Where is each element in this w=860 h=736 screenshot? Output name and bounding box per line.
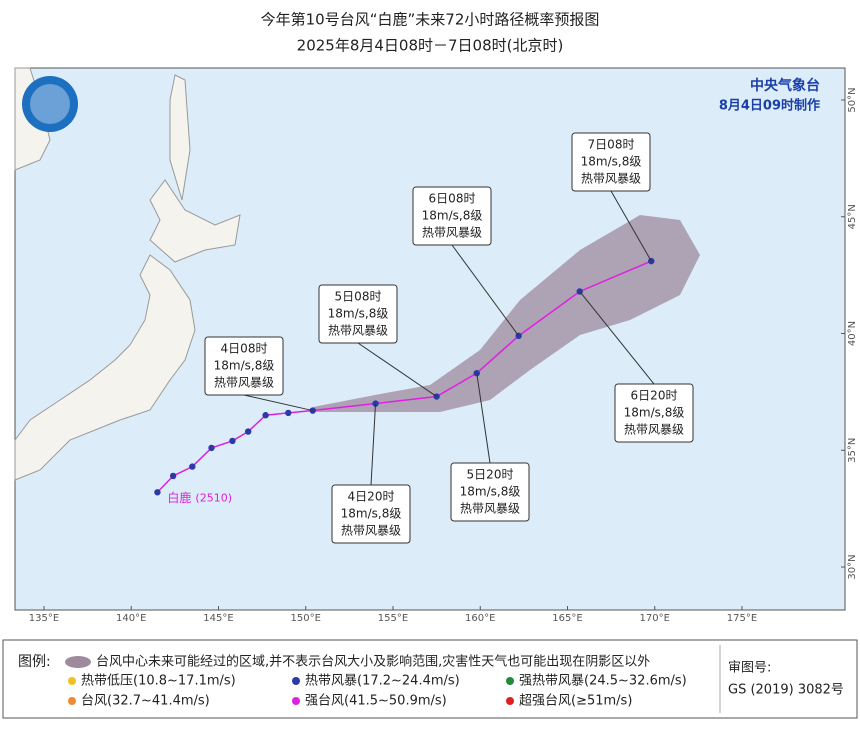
callout-grade: 热带风暴级 [328, 324, 388, 338]
callout-wind: 18m/s,8级 [422, 209, 483, 223]
legend-marker [506, 677, 514, 685]
callout-wind: 18m/s,8级 [214, 359, 275, 373]
track-point [229, 437, 236, 445]
callout-box [331, 484, 411, 544]
callout-line [357, 342, 437, 397]
lat-label: 45°N [847, 204, 858, 229]
callout-time: 6日08时 [429, 192, 476, 206]
track-point [208, 444, 215, 452]
legend-label: 强台风(41.5~50.9m/s) [305, 694, 447, 709]
callout-time: 4日08时 [221, 342, 268, 356]
callout-time: 5日20时 [467, 468, 514, 482]
callout-time: 7日08时 [588, 138, 635, 152]
legend-marker [68, 697, 76, 705]
lon-label: 145°E [203, 613, 233, 624]
approval-label: 审图号: [728, 661, 771, 676]
storm-code: (2510) [195, 491, 232, 504]
callout-grade: 热带风暴级 [624, 423, 684, 437]
legend-cone-text: 台风中心未来可能经过的区域,并不表示台风大小及影响范围,灾害性天气也可能出现在阴… [96, 654, 650, 670]
track-point [262, 412, 269, 419]
subtitle: 2025年8月4日08时－7日08时(北京时) [297, 37, 564, 55]
legend-label: 强热带风暴(24.5~32.6m/s) [519, 674, 687, 689]
legend-cone [65, 656, 91, 668]
approval-number: GS (2019) 3082号 [728, 683, 844, 698]
title: 今年第10号台风“白鹿”未来72小时路径概率预报图 [261, 11, 600, 29]
callout-grade: 热带风暴级 [460, 502, 520, 516]
callout-time: 5日08时 [335, 290, 382, 304]
track-point [189, 463, 196, 470]
legend-marker [292, 677, 300, 685]
land [169, 74, 191, 201]
callout-line [243, 394, 313, 412]
logo [22, 76, 78, 132]
lon-label: 140°E [116, 613, 146, 624]
map [14, 67, 700, 481]
callout-line [451, 244, 520, 337]
callout-box [412, 186, 492, 246]
issued: 8月4日09时制作 [719, 98, 820, 114]
agency: 中央气象台 [750, 77, 820, 94]
legend-label: 热带风暴(17.2~24.4m/s) [305, 674, 460, 689]
callout-box [614, 383, 694, 443]
callout-box [571, 132, 651, 192]
callout-wind: 18m/s,8级 [581, 155, 642, 169]
probability-cone [313, 215, 700, 412]
lat-label: 30°N [847, 554, 858, 579]
lon-label: 155°E [378, 613, 408, 624]
legend-marker [292, 697, 300, 705]
legend-frame [2, 639, 858, 719]
callout-grade: 热带风暴级 [214, 376, 274, 390]
logo [30, 84, 70, 124]
legend-label: 超强台风(≥51m/s) [519, 694, 632, 709]
callout-line [370, 403, 377, 486]
callout-wind: 18m/s,8级 [341, 507, 402, 521]
callout-wind: 18m/s,8级 [460, 485, 521, 499]
lat-label: 35°N [847, 438, 858, 463]
legend-label: 台风(32.7~41.4m/s) [81, 694, 210, 709]
legend-marker [68, 677, 76, 685]
callout-line [476, 373, 491, 464]
lon-label: 165°E [552, 613, 582, 624]
track-point [244, 428, 252, 435]
callout-line [579, 291, 655, 385]
track-point [154, 489, 161, 496]
lon-label: 150°E [291, 613, 321, 624]
callout-wind: 18m/s,8级 [624, 406, 685, 420]
callout-box [450, 462, 530, 522]
callout-grade: 热带风暴级 [422, 226, 482, 240]
track-point [285, 409, 292, 417]
land [14, 254, 196, 481]
callout-wind: 18m/s,8级 [328, 307, 389, 321]
lat-label: 40°N [847, 321, 858, 346]
callout-box [318, 284, 398, 344]
legend-marker [506, 697, 514, 705]
lon-label: 135°E [29, 613, 59, 624]
lon-label: 160°E [465, 613, 495, 624]
lon-label: 175°E [727, 613, 757, 624]
lat-label: 50°N [847, 87, 858, 112]
callout-line [610, 190, 652, 262]
land [149, 179, 241, 263]
callout-grade: 热带风暴级 [341, 524, 401, 538]
legend-label: 热带低压(10.8~17.1m/s) [81, 674, 236, 689]
legend-title: 图例: [18, 654, 51, 670]
callout-time: 4日20时 [348, 490, 395, 504]
lon-label: 170°E [640, 613, 670, 624]
storm-name: 白鹿 [167, 490, 191, 505]
callout-grade: 热带风暴级 [581, 172, 641, 186]
callout-box [204, 336, 284, 396]
callout-time: 6日20时 [631, 389, 678, 403]
track-point [169, 472, 177, 480]
